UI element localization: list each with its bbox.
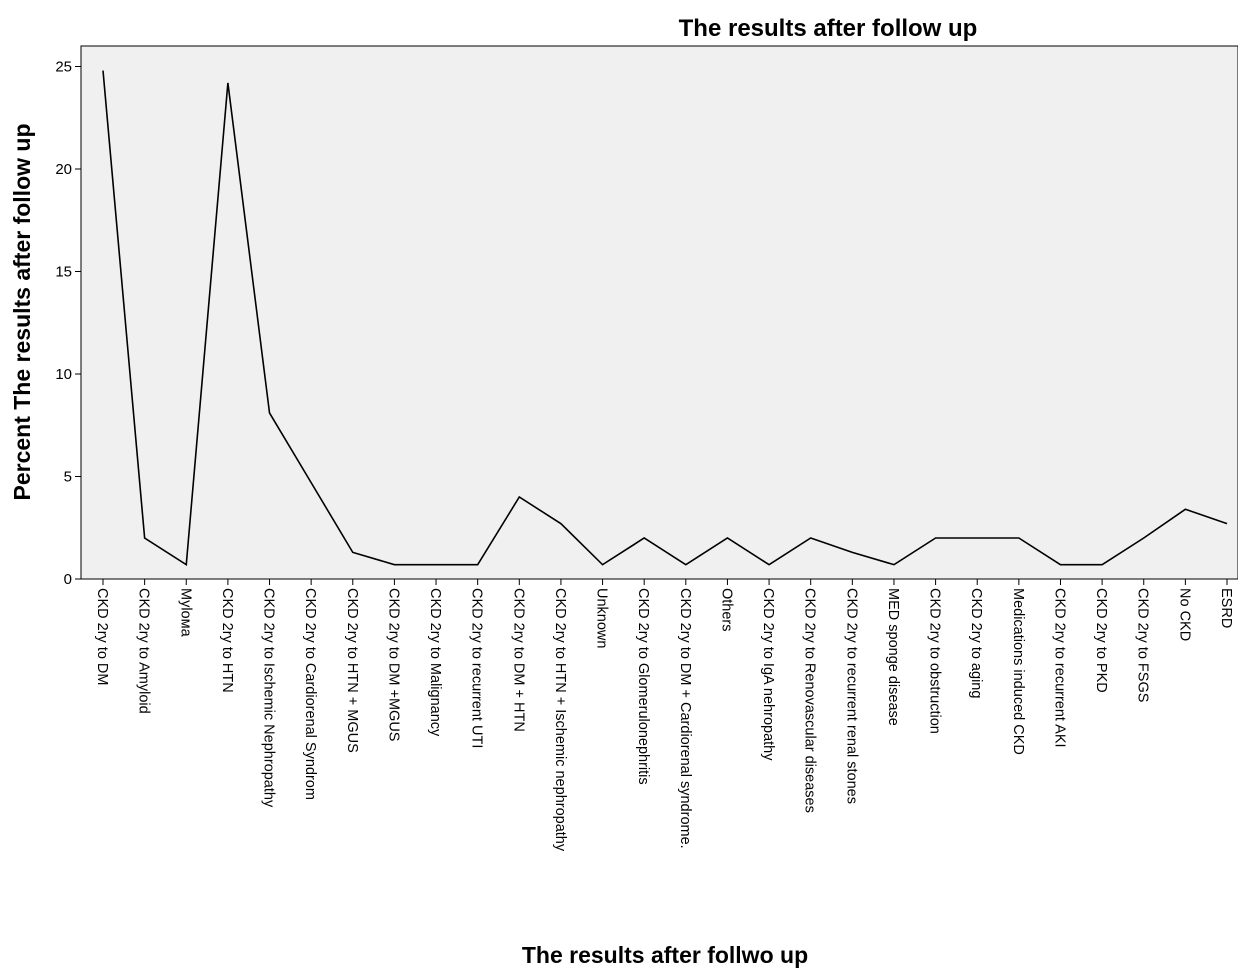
x-axis: CKD 2ry to DM CKD 2ry to Amyloid Mylома CKD… — [94, 579, 1234, 852]
x-tick-label: CKD 2ry to Cardiorenal Syndrom — [302, 588, 318, 800]
y-tick-label: 0 — [64, 571, 72, 588]
x-tick-label: CKD 2ry to Malignancy — [427, 588, 443, 737]
y-tick-label: 5 — [64, 469, 72, 486]
x-tick-label: CKD 2ry to obstruction — [927, 588, 943, 734]
y-axis-title: Percent The results after follow up — [9, 123, 35, 500]
x-tick-label: CKD 2ry to DM + HTN — [510, 588, 526, 732]
x-tick-label: CKD 2ry to DM +MGUS — [385, 588, 401, 741]
chart-title: The results after follow up — [679, 15, 978, 42]
x-tick-label: CKD 2ry to aging — [968, 588, 984, 698]
x-tick-label: CKD 2ry to FSGS — [1135, 588, 1151, 702]
y-tick-label: 10 — [55, 366, 72, 383]
x-tick-label: CKD 2ry to Ischemic Nephropathy — [261, 588, 277, 808]
x-tick-label: CKD 2ry to recurrent AKI — [1051, 588, 1067, 748]
x-tick-label: ESRD — [1218, 588, 1234, 628]
x-tick-label: Unknown — [594, 588, 610, 648]
x-tick-label: CKD 2ry to DM — [94, 588, 110, 686]
x-tick-label: CKD 2ry to HTN + Ischemic nephropathy — [552, 588, 568, 852]
x-tick-label: CKD 2ry to recurrent renal stones — [843, 588, 859, 804]
y-axis: 0 5 10 15 20 25 — [55, 59, 81, 588]
plot-area — [80, 45, 1238, 580]
x-tick-label: CKD 2ry to HTN + MGUS — [344, 588, 360, 753]
x-tick-label: No CKD — [1176, 588, 1192, 641]
x-tick-label: Mylома — [177, 588, 193, 638]
x-tick-label: CKD 2ry to PKD — [1093, 588, 1109, 693]
x-axis-title: The results after follwo up — [522, 942, 808, 968]
y-tick-label: 25 — [55, 59, 72, 76]
x-tick-label: CKD 2ry to Amyloid — [136, 588, 152, 714]
x-tick-label: CKD 2ry to HTN — [219, 588, 235, 693]
x-tick-label: Others — [718, 588, 734, 632]
series-line — [102, 70, 1228, 567]
x-tick-label: CKD 2ry to DM + Cardiorenal syndrome. — [677, 588, 693, 849]
x-tick-label: CKD 2ry to IgA nehropathy — [760, 588, 776, 761]
x-tick-label: MED sponge disease — [885, 588, 901, 726]
y-tick-label: 15 — [55, 264, 72, 281]
x-tick-label: Medications induced CKD — [1010, 588, 1026, 755]
x-tick-label: CKD 2ry to recurrent UTI — [469, 588, 485, 748]
x-tick-label: CKD 2ry to Glomerulonephritis — [635, 588, 651, 785]
y-tick-label: 20 — [55, 161, 72, 178]
x-tick-label: CKD 2ry to Renovascular diseases — [802, 588, 818, 813]
